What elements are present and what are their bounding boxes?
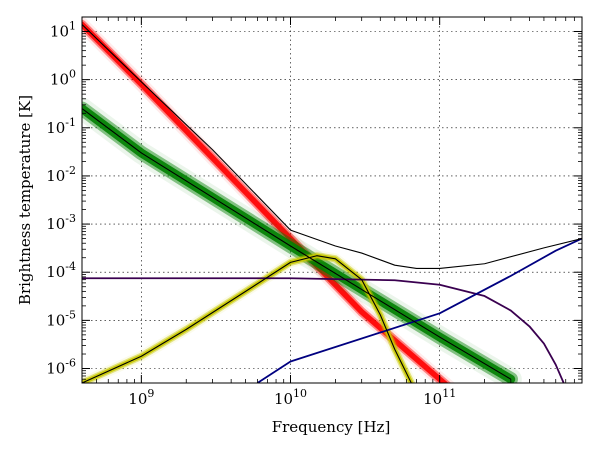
x-tick-exponent: 9: [147, 387, 154, 400]
series-band-core: [82, 21, 449, 383]
grid-lines: [82, 17, 582, 383]
series-line: [82, 24, 582, 269]
x-tick-label: 1011: [423, 387, 456, 408]
series-line: [82, 277, 565, 383]
y-tick-exponent: -4: [65, 260, 76, 273]
y-tick-label: 10-3: [46, 212, 76, 233]
y-tick-exponent: 0: [69, 68, 76, 81]
y-tick-base: 10: [50, 71, 69, 89]
y-tick-base: 10: [46, 263, 65, 281]
y-tick-exponent: -2: [65, 164, 76, 177]
y-tick-exponent: -6: [65, 357, 76, 370]
y-tick-label: 100: [50, 68, 76, 89]
y-tick-exponent: 1: [69, 19, 76, 32]
y-tick-label: 10-6: [46, 357, 76, 378]
y-tick-base: 10: [46, 119, 65, 137]
y-tick-label: 101: [50, 19, 76, 40]
series-line: [82, 108, 512, 380]
y-tick-base: 10: [46, 215, 65, 233]
x-tick-label: 1010: [274, 387, 307, 408]
y-tick-label: 10-5: [46, 308, 76, 329]
axis-ticks: 109 1010 101110110010-110-210-310-410-510-…: [46, 17, 582, 408]
y-tick-exponent: -3: [65, 212, 76, 225]
y-tick-base: 10: [46, 311, 65, 329]
x-tick-exponent: 10: [293, 387, 307, 400]
y-axis-label: Brightness temperature [K]: [16, 95, 34, 305]
x-axis-label: Frequency [Hz]: [272, 418, 391, 436]
y-tick-label: 10-4: [46, 260, 76, 281]
y-tick-exponent: -5: [65, 308, 76, 321]
y-tick-label: 10-2: [46, 164, 76, 185]
x-tick-base: 10: [423, 390, 442, 408]
x-tick-exponent: 11: [442, 387, 456, 400]
x-tick-base: 10: [128, 390, 147, 408]
series-line: [256, 237, 582, 383]
y-tick-label: 10-1: [46, 116, 76, 137]
y-tick-base: 10: [46, 167, 65, 185]
y-tick-base: 10: [46, 360, 65, 378]
plot-frame: [81, 16, 583, 384]
x-tick-label: 109: [128, 387, 154, 408]
plot-area: [82, 17, 582, 383]
y-tick-exponent: -1: [65, 116, 76, 129]
y-tick-base: 10: [50, 22, 69, 40]
x-tick-base: 10: [274, 390, 293, 408]
series-line: [82, 255, 412, 383]
